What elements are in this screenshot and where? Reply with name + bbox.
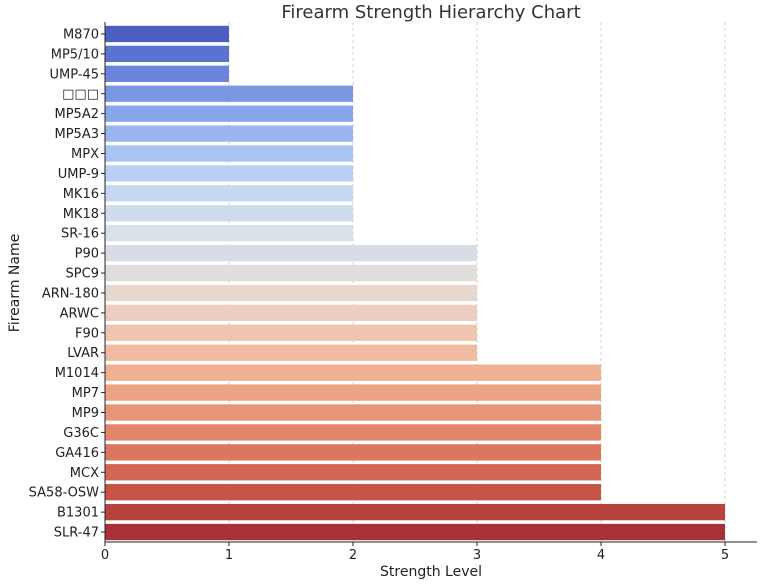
bar-21 [105, 444, 601, 461]
bar-16 [105, 344, 477, 361]
y-tick-label: UMP-9 [58, 167, 99, 182]
y-tick-label: B1301 [57, 506, 99, 521]
bar-14 [105, 304, 477, 322]
x-tick-label: 3 [473, 548, 481, 563]
y-tick-label: SA58-OSW [29, 486, 99, 501]
bar-2 [105, 65, 229, 82]
bar-23 [105, 484, 601, 501]
y-tick-label: M870 [63, 27, 99, 42]
bar-9 [105, 205, 353, 222]
y-tick-label: MP9 [72, 406, 99, 421]
y-axis-label: Firearm Name [7, 234, 23, 332]
y-tick-label: LVAR [67, 346, 99, 361]
bar-6 [105, 145, 353, 162]
bar-18 [105, 384, 601, 401]
bar-8 [105, 185, 353, 202]
y-tick-label: MP5A3 [55, 127, 100, 142]
y-tick-label: M1014 [55, 366, 99, 381]
y-tick-label: ARN-180 [42, 286, 99, 301]
bar-10 [105, 225, 353, 242]
y-tick-label: □□□ [62, 87, 99, 102]
y-tick-label: MCX [70, 466, 99, 481]
x-tick-label: 1 [225, 548, 233, 563]
y-tick-label: UMP-45 [49, 67, 99, 82]
bar-25 [105, 523, 725, 541]
x-tick-label: 5 [721, 548, 729, 563]
y-tick-label: MK16 [63, 187, 99, 202]
y-tick-label: MP5A2 [55, 107, 100, 122]
bar-3 [105, 85, 353, 102]
y-tick-label: F90 [75, 326, 99, 341]
bar-7 [105, 165, 353, 182]
y-tick-label: SPC9 [66, 267, 99, 282]
y-tick-label: MPX [71, 147, 99, 162]
bar-17 [105, 364, 601, 381]
bar-1 [105, 45, 229, 63]
bar-13 [105, 284, 477, 302]
y-tick-label: MP7 [72, 386, 99, 401]
bar-24 [105, 503, 725, 521]
y-tick-label: SLR-47 [54, 526, 99, 541]
chart-title: Firearm Strength Hierarchy Chart [281, 2, 580, 23]
bar-5 [105, 125, 353, 142]
x-axis-label: Strength Level [380, 564, 482, 580]
x-tick-label: 4 [597, 548, 605, 563]
y-tick-label: P90 [75, 247, 99, 262]
bar-19 [105, 404, 601, 421]
y-tick-label: SR-16 [61, 227, 99, 242]
y-tick-label: G36C [63, 426, 99, 441]
bar-20 [105, 424, 601, 441]
bars-layer [105, 25, 725, 541]
bar-4 [105, 105, 353, 122]
bar-11 [105, 244, 477, 262]
bar-15 [105, 324, 477, 341]
y-tick-labels: M870 MP5/10 UMP-45 □□□ MP5A2 MP5A3 MPX UMP-9 MK1… [29, 27, 105, 541]
bar-0 [105, 25, 229, 43]
bar-12 [105, 264, 477, 282]
y-tick-label: MK18 [63, 207, 99, 222]
x-tick-label: 0 [101, 548, 109, 563]
x-tick-labels: 0 1 2 3 4 5 [101, 542, 729, 563]
y-tick-label: ARWC [60, 306, 99, 321]
x-tick-label: 2 [349, 548, 357, 563]
bar-22 [105, 464, 601, 481]
y-tick-label: MP5/10 [51, 47, 99, 62]
y-tick-label: GA416 [55, 446, 99, 461]
